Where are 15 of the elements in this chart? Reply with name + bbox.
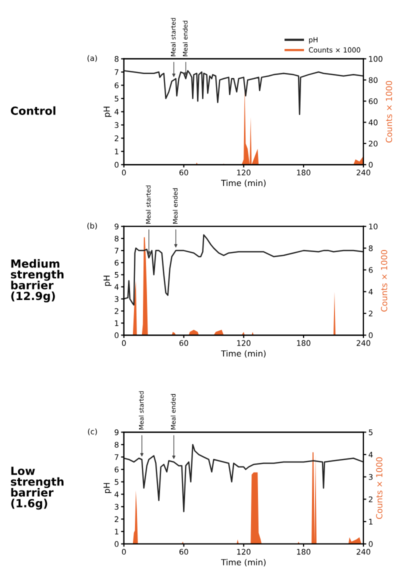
y2-axis-title: Counts × 1000: [386, 80, 392, 143]
y-axis-title: pH: [104, 276, 112, 286]
y2-axis-title: Counts × 1000: [376, 457, 382, 519]
line-series: [124, 234, 364, 306]
line-series: [124, 70, 364, 115]
text: Control: [10, 106, 56, 115]
y-axis-title: pH: [104, 106, 112, 117]
text: Medium strength barrier (12.9g): [10, 259, 64, 302]
x-axis-title: Time (min): [221, 558, 266, 566]
y2-axis-title: Counts × 1000: [380, 250, 388, 312]
x-axis-title: Time (min): [221, 350, 266, 358]
x-axis-title: Time (min): [221, 180, 266, 188]
text: Low strength barrier (1.6g): [10, 466, 64, 510]
line-series: [124, 444, 364, 512]
y-axis-title: pH: [104, 483, 112, 494]
